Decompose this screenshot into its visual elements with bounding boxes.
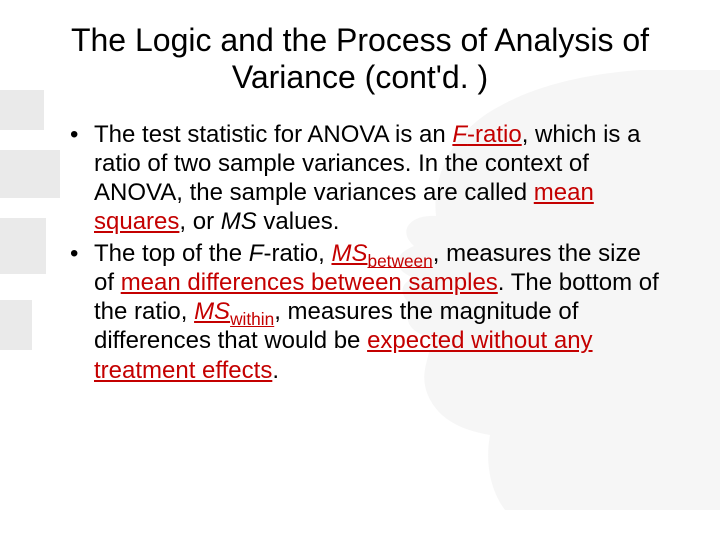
text-segment: , or <box>179 208 220 235</box>
text-segment: between <box>367 250 432 270</box>
text-segment: MS <box>194 298 230 325</box>
bullet-list: The test statistic for ANOVA is an F-rat… <box>60 120 660 385</box>
text-segment: mean differences between samples <box>121 269 498 296</box>
text-segment: -ratio <box>467 121 522 148</box>
text-segment: F <box>249 240 264 267</box>
text-segment: within <box>230 309 274 329</box>
bullet-item: The test statistic for ANOVA is an F-rat… <box>66 120 660 237</box>
text-segment: . <box>272 357 279 384</box>
slide: The Logic and the Process of Analysis of… <box>0 0 720 540</box>
text-segment: MS <box>221 208 257 235</box>
text-segment: values. <box>257 208 340 235</box>
text-segment: F <box>452 121 467 148</box>
text-segment: The top of the <box>94 240 249 267</box>
text-segment: -ratio, <box>263 240 331 267</box>
slide-title: The Logic and the Process of Analysis of… <box>60 22 660 96</box>
text-segment: MS <box>331 240 367 267</box>
text-segment: The test statistic for ANOVA is an <box>94 121 452 148</box>
bullet-item: The top of the F-ratio, MSbetween, measu… <box>66 239 660 385</box>
